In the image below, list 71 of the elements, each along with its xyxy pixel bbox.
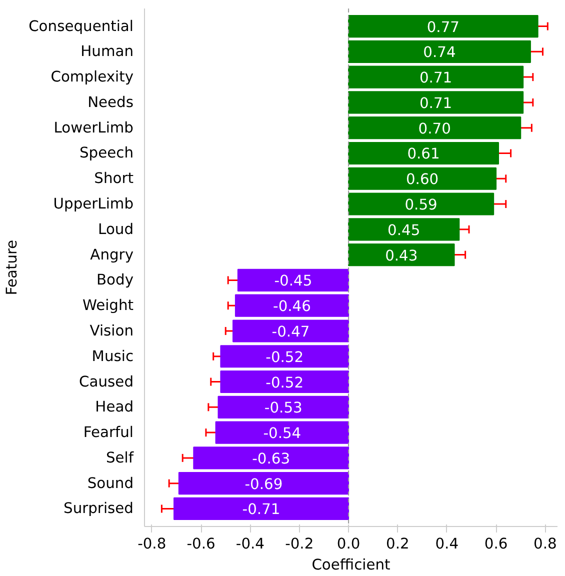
data-label: -0.45: [274, 272, 312, 290]
bar: [220, 370, 350, 394]
data-label: 0.59: [404, 196, 438, 214]
bar: [220, 345, 350, 368]
bar: [348, 116, 522, 140]
bar: [174, 497, 350, 520]
bar: [178, 472, 350, 495]
y-tick-label: Vision: [90, 322, 134, 340]
bar: [193, 446, 350, 470]
data-label: 0.74: [423, 44, 456, 62]
x-tick-label: -0.2: [285, 536, 314, 552]
data-label: 0.70: [418, 120, 451, 138]
y-tick-label: Speech: [80, 144, 134, 162]
bar: [234, 294, 350, 317]
y-tick-label: Self: [106, 449, 134, 466]
x-tick-label: 0.4: [435, 536, 459, 552]
data-label: 0.60: [406, 171, 439, 188]
bar: [348, 142, 499, 165]
data-label: 0.45: [388, 222, 420, 239]
data-label: -0.53: [264, 400, 302, 417]
bar: [232, 320, 350, 342]
data-label: -0.69: [244, 476, 283, 493]
bar: [237, 268, 350, 292]
data-label: 0.71: [419, 94, 452, 112]
y-axis-title: Feature: [4, 240, 21, 296]
y-tick-label: Surprised: [64, 500, 134, 518]
x-axis-title: Coefficient: [312, 556, 391, 574]
y-tick-label: Loud: [98, 220, 134, 238]
bar: [215, 421, 350, 444]
y-tick-label: Body: [96, 272, 134, 289]
y-tick-label: Consequential: [28, 18, 134, 35]
y-tick-label: Short: [94, 170, 134, 188]
y-tick-label: Needs: [88, 94, 134, 111]
data-label: 0.43: [385, 247, 418, 264]
bar: [218, 396, 350, 418]
x-tick-label: 0.0: [336, 536, 360, 552]
y-tick-label: Complexity: [50, 68, 134, 86]
bar: [348, 167, 497, 190]
data-label: -0.63: [252, 450, 290, 468]
bar: [348, 218, 460, 241]
y-tick-label: Head: [95, 398, 134, 416]
data-label: 0.77: [426, 18, 460, 36]
bar: [348, 40, 531, 63]
x-tick-label: -0.4: [236, 536, 265, 552]
y-tick-label: Sound: [87, 474, 134, 492]
bar: [348, 244, 455, 266]
y-tick-label: Fearful: [83, 424, 134, 442]
data-label: -0.71: [242, 501, 280, 518]
data-label: -0.54: [263, 425, 302, 442]
data-label: -0.52: [266, 374, 304, 392]
y-tick-label: LowerLimb: [54, 119, 134, 136]
y-tick-label: Angry: [90, 246, 134, 264]
bar: [348, 66, 524, 88]
y-tick-label: Music: [92, 348, 134, 365]
x-tick-label: 0.6: [484, 536, 508, 552]
data-label: 0.71: [419, 70, 452, 87]
data-label: -0.46: [273, 298, 311, 316]
x-tick-label: -0.8: [138, 536, 166, 552]
y-tick-label: Caused: [79, 373, 134, 390]
data-label: -0.52: [266, 348, 304, 366]
data-label: -0.47: [272, 323, 310, 340]
x-tick-label: 0.8: [534, 536, 557, 552]
y-tick-label: Weight: [82, 297, 134, 314]
x-tick-label: -0.6: [186, 536, 216, 552]
data-label: 0.61: [407, 146, 440, 163]
x-tick-label: 0.2: [386, 536, 410, 552]
bar: [348, 14, 538, 38]
bar: [348, 91, 524, 114]
y-tick-label: Human: [80, 43, 134, 60]
y-tick-label: UpperLimb: [53, 196, 134, 213]
bar: [348, 192, 494, 216]
